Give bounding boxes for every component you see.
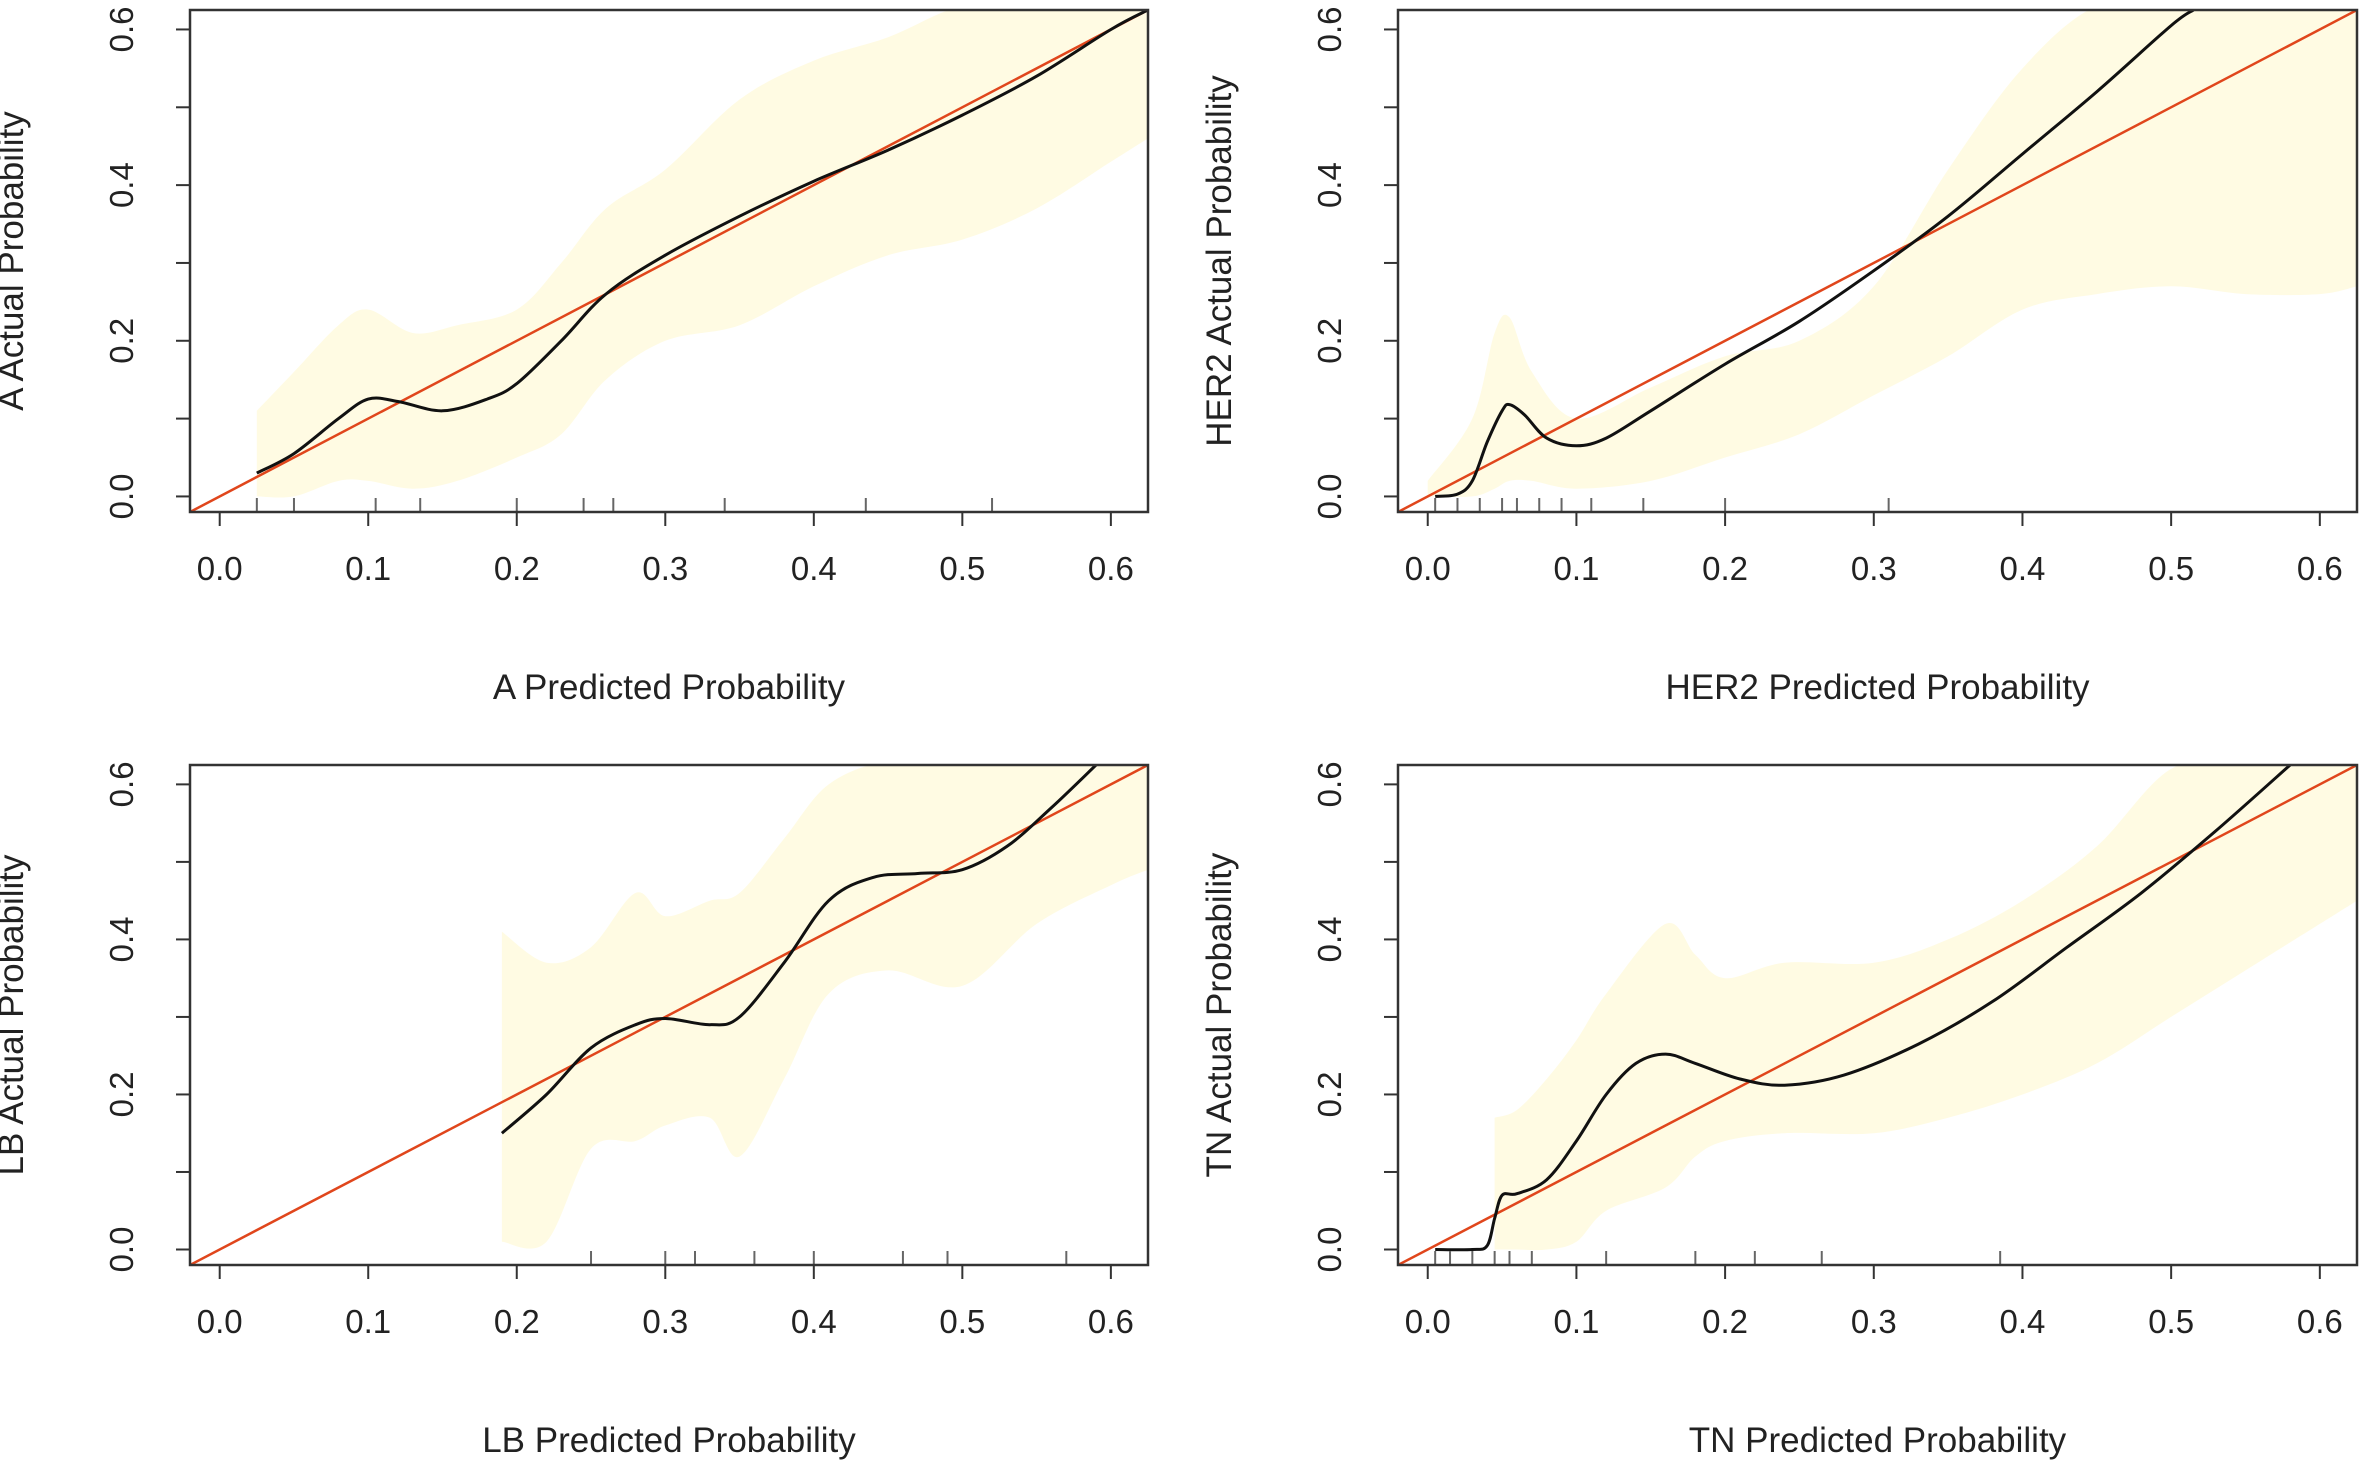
y-tick-label: 0.2 bbox=[103, 1072, 140, 1118]
x-tick-label: 0.1 bbox=[1553, 1303, 1599, 1340]
y-tick-label: 0.0 bbox=[103, 1227, 140, 1273]
y-tick-label: 0.0 bbox=[1311, 473, 1348, 519]
ideal-line bbox=[190, 765, 1148, 1265]
y-tick-label: 0.4 bbox=[1311, 916, 1348, 962]
confidence-band bbox=[1494, 765, 2357, 1251]
x-axis-label: A Predicted Probability bbox=[493, 668, 846, 707]
y-tick-label: 0.4 bbox=[103, 916, 140, 962]
x-tick-label: 0.3 bbox=[642, 550, 688, 587]
x-tick-label: 0.6 bbox=[1088, 1303, 1134, 1340]
ideal-line bbox=[190, 10, 1148, 512]
x-tick-label: 0.0 bbox=[197, 550, 243, 587]
x-tick-label: 0.1 bbox=[1553, 550, 1599, 587]
plot-frame bbox=[188, 8, 1150, 514]
x-tick-label: 0.6 bbox=[2297, 1303, 2343, 1340]
x-axis-label: LB Predicted Probability bbox=[482, 1421, 856, 1460]
x-tick-label: 0.2 bbox=[1702, 1303, 1748, 1340]
x-tick-label: 0.4 bbox=[791, 550, 837, 587]
x-tick-label: 0.1 bbox=[345, 550, 391, 587]
calibration-curve bbox=[1435, 10, 2195, 498]
y-tick-label: 0.2 bbox=[1311, 318, 1348, 364]
x-tick-label: 0.0 bbox=[1405, 1303, 1451, 1340]
x-tick-label: 0.2 bbox=[494, 1303, 540, 1340]
x-tick-label: 0.4 bbox=[2000, 550, 2046, 587]
calibration-panel-top-right: 0.0 0.1 0.2 0.3 0.4 0.5 0.6 0.0 0.2 0.4 0.6 HER2 Pr… bbox=[1200, 7, 2359, 707]
x-tick-label: 0.6 bbox=[2297, 550, 2343, 587]
calibration-curve bbox=[500, 765, 1098, 1135]
calibration-panel-bottom-left: 0.0 0.1 0.2 0.3 0.4 0.5 0.6 0.0 0.2 0.4 0.6 LB Pred… bbox=[0, 761, 1150, 1460]
plot-area bbox=[1398, 765, 2357, 1265]
y-axis-label: HER2 Actual Probability bbox=[1200, 75, 1239, 447]
plot-frame bbox=[1396, 8, 2359, 514]
calibration-curve bbox=[1435, 765, 2292, 1252]
x-tick-label: 0.5 bbox=[2148, 1303, 2194, 1340]
ideal-line bbox=[1398, 765, 2357, 1265]
x-tick-label: 0.0 bbox=[197, 1303, 243, 1340]
calibration-curve bbox=[256, 10, 1148, 475]
plot-area bbox=[1398, 10, 2357, 512]
x-tick-label: 0.4 bbox=[2000, 1303, 2046, 1340]
calibration-panel-top-left: 0.0 0.1 0.2 0.3 0.4 0.5 0.6 0.0 0.2 0.4 0.6 A Predi… bbox=[0, 7, 1150, 707]
plot-area bbox=[190, 765, 1148, 1265]
y-tick-label: 0.2 bbox=[1311, 1072, 1348, 1118]
y-tick-label: 0.6 bbox=[1311, 7, 1348, 53]
y-tick-label: 0.6 bbox=[103, 7, 140, 53]
confidence-band bbox=[256, 10, 1148, 498]
x-tick-label: 0.3 bbox=[1851, 1303, 1897, 1340]
y-axis-label: TN Actual Probability bbox=[1200, 852, 1239, 1177]
calibration-panel-bottom-right: 0.0 0.1 0.2 0.3 0.4 0.5 0.6 0.0 0.2 0.4 0.6 TN Pred… bbox=[1200, 761, 2359, 1460]
ideal-line bbox=[1398, 10, 2357, 512]
x-tick-label: 0.0 bbox=[1405, 550, 1451, 587]
x-tick-label: 0.2 bbox=[1702, 550, 1748, 587]
y-tick-label: 0.4 bbox=[1311, 162, 1348, 208]
plot-frame bbox=[188, 763, 1150, 1267]
x-tick-label: 0.6 bbox=[1088, 550, 1134, 587]
x-axis-label: HER2 Predicted Probability bbox=[1665, 668, 2090, 707]
y-axis-label: LB Actual Probability bbox=[0, 854, 31, 1176]
x-tick-label: 0.4 bbox=[791, 1303, 837, 1340]
x-tick-label: 0.3 bbox=[642, 1303, 688, 1340]
plot-frame bbox=[1396, 763, 2359, 1267]
x-tick-label: 0.3 bbox=[1851, 550, 1897, 587]
x-tick-label: 0.5 bbox=[939, 1303, 985, 1340]
confidence-band bbox=[501, 765, 1148, 1249]
y-tick-label: 0.6 bbox=[1311, 761, 1348, 807]
y-tick-label: 0.4 bbox=[103, 162, 140, 208]
y-axis-label: A Actual Probability bbox=[0, 111, 31, 411]
y-tick-label: 0.2 bbox=[103, 318, 140, 364]
x-tick-label: 0.1 bbox=[345, 1303, 391, 1340]
plot-area bbox=[190, 10, 1148, 512]
x-tick-label: 0.5 bbox=[939, 550, 985, 587]
y-tick-label: 0.6 bbox=[103, 761, 140, 807]
y-tick-label: 0.0 bbox=[1311, 1227, 1348, 1273]
x-axis-label: TN Predicted Probability bbox=[1689, 1421, 2067, 1460]
y-tick-label: 0.0 bbox=[103, 473, 140, 519]
x-tick-label: 0.5 bbox=[2148, 550, 2194, 587]
x-tick-label: 0.2 bbox=[494, 550, 540, 587]
